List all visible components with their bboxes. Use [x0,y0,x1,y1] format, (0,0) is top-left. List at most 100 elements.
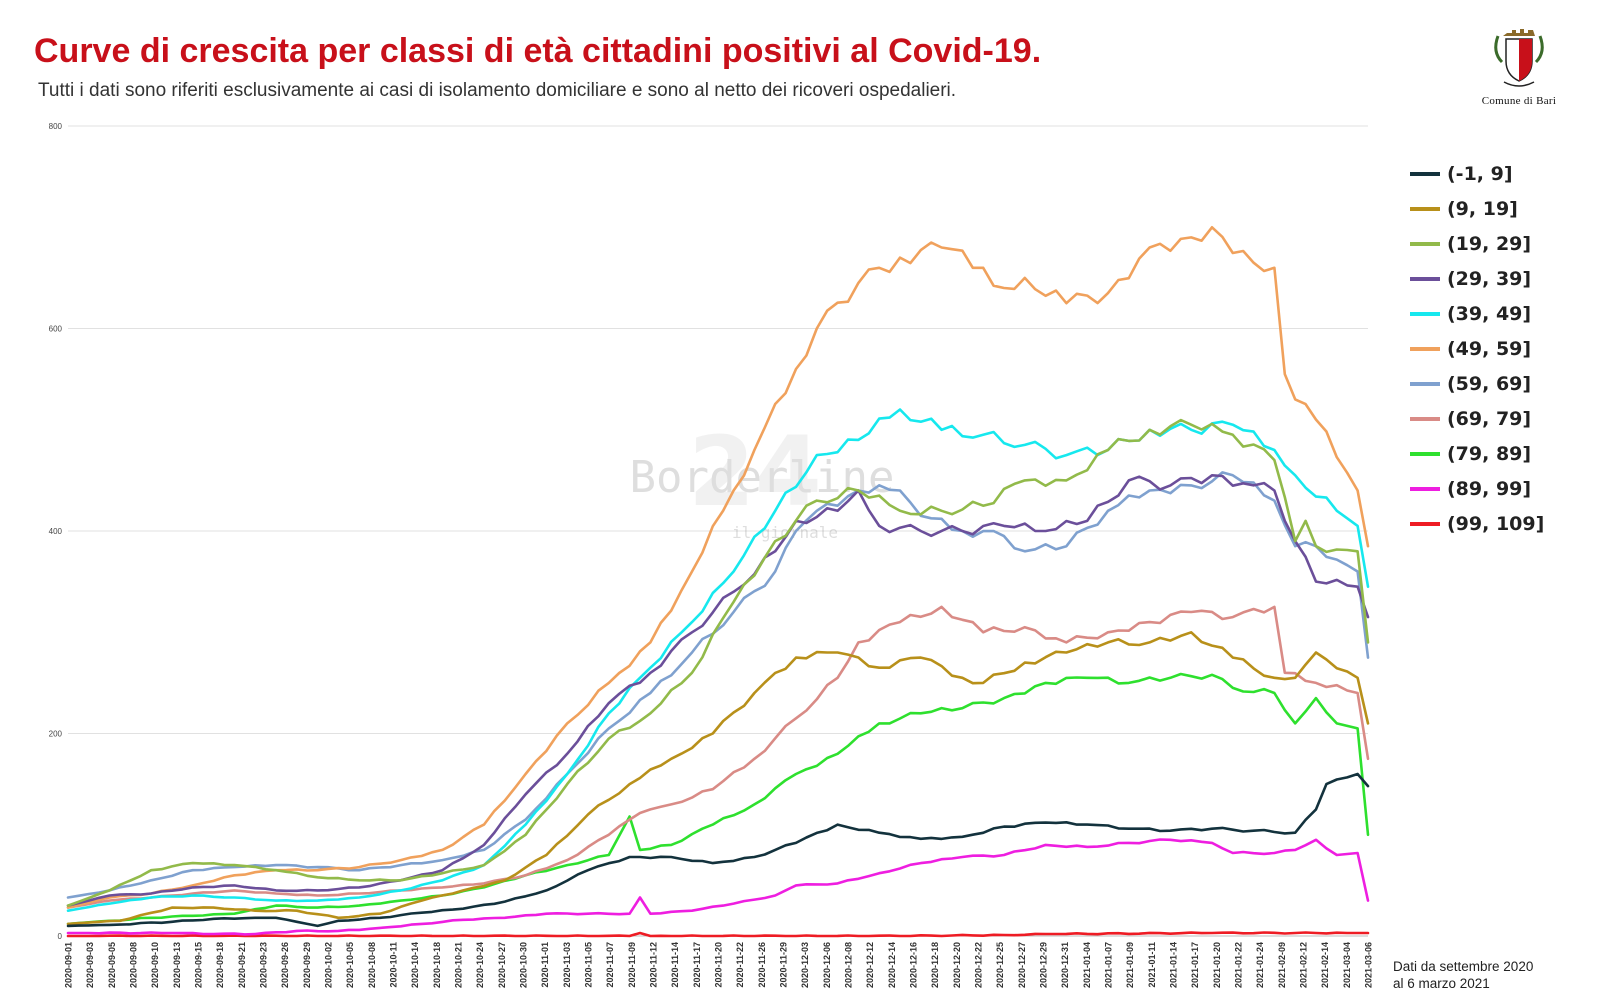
legend-item: (-1, 9] [1410,156,1544,191]
x-tick-label: 2020-09-26 [280,942,290,988]
x-tick-label: 2020-11-03 [562,942,572,988]
y-axis-labels: 0 200 400 600 800 [49,122,63,941]
series-line [66,931,1370,938]
legend-label: (99, 109] [1447,512,1545,535]
watermark-subtext: il giornale [732,523,838,542]
date-range-note: Dati da settembre 2020 al 6 marzo 2021 [1393,958,1533,992]
x-tick-label: 2020-10-14 [410,942,420,988]
x-tick-label: 2020-11-14 [670,942,680,988]
x-tick-label: 2020-10-05 [345,942,355,988]
x-tick-label: 2020-12-06 [822,942,832,988]
x-tick-label: 2020-09-15 [194,942,204,988]
series-line [66,772,1370,928]
legend-swatch [1410,486,1440,491]
x-tick-label: 2021-01-11 [1147,942,1157,988]
x-tick-label: 2020-12-03 [800,942,810,988]
x-tick-label: 2020-12-18 [930,942,940,988]
x-tick-label: 2020-12-22 [974,942,984,988]
note-line-1: Dati da settembre 2020 [1393,959,1534,974]
legend-swatch [1410,241,1440,246]
x-tick-label: 2020-12-16 [909,942,919,988]
chart-title: Curve di crescita per classi di età citt… [34,32,1042,70]
series-line [66,418,1370,907]
y-tick-label: 600 [49,325,63,334]
legend-label: (89, 99] [1447,477,1532,500]
x-tick-label: 2020-09-29 [302,942,312,988]
x-tick-label: 2020-11-26 [757,942,767,988]
chart-series [66,226,1370,938]
x-tick-label: 2020-10-24 [475,942,485,988]
x-tick-label: 2020-12-14 [887,942,897,988]
legend-label: (79, 89] [1447,442,1532,465]
legend-swatch [1410,381,1440,386]
x-tick-label: 2020-10-08 [367,942,377,988]
x-tick-label: 2021-01-14 [1169,942,1179,988]
x-tick-label: 2021-02-09 [1277,942,1287,988]
x-tick-label: 2020-10-27 [497,942,507,988]
legend-swatch [1410,346,1440,351]
x-tick-label: 2020-10-11 [389,942,399,988]
series-line [66,226,1370,909]
legend-swatch [1410,311,1440,316]
legend-label: (29, 39] [1447,267,1532,290]
x-tick-label: 2020-10-18 [432,942,442,988]
chart-subtitle: Tutti i dati sono riferiti esclusivament… [38,80,957,101]
x-tick-label: 2020-12-08 [844,942,854,988]
chart-legend: (-1, 9] (9, 19] (19, 29] (29, 39] (39, 49] (4… [1410,156,1544,541]
x-tick-label: 2020-10-21 [454,942,464,988]
legend-swatch [1410,171,1440,176]
legend-label: (39, 49] [1447,302,1532,325]
x-tick-label: 2020-09-01 [64,942,74,988]
legend-swatch [1410,276,1440,281]
x-tick-label: 2020-09-05 [107,942,117,988]
x-tick-label: 2021-01-20 [1212,942,1222,988]
legend-item: (39, 49] [1410,296,1544,331]
x-tick-label: 2021-02-14 [1320,942,1330,988]
x-tick-label: 2020-09-21 [237,942,247,988]
x-tick-label: 2020-09-18 [215,942,225,988]
x-tick-label: 2020-10-30 [519,942,529,988]
x-tick-label: 2021-01-22 [1234,942,1244,988]
x-tick-label: 2020-12-31 [1060,942,1070,988]
x-tick-label: 2021-01-07 [1104,942,1114,988]
legend-item: (9, 19] [1410,191,1544,226]
x-tick-label: 2021-03-06 [1364,942,1374,988]
legend-swatch [1410,451,1440,456]
x-tick-label: 2020-11-01 [540,942,550,988]
legend-item: (89, 99] [1410,471,1544,506]
x-tick-label: 2020-11-09 [627,942,637,988]
x-tick-label: 2020-11-12 [649,942,659,988]
legend-item: (69, 79] [1410,401,1544,436]
legend-item: (19, 29] [1410,226,1544,261]
x-tick-label: 2020-11-22 [735,942,745,988]
x-axis-labels: 2020-09-01 2020-09-03 2020-09-05 2020-09-08… [64,942,1374,988]
x-tick-label: 2020-12-29 [1039,942,1049,988]
x-tick-label: 2020-12-25 [995,942,1005,988]
x-tick-label: 2020-09-23 [259,942,269,988]
x-tick-label: 2020-11-29 [779,942,789,988]
legend-swatch [1410,521,1440,526]
legend-label: (69, 79] [1447,407,1532,430]
logo-name: Comune di Bari [1481,95,1557,107]
x-tick-label: 2020-12-12 [865,942,875,988]
x-tick-label: 2021-01-24 [1255,942,1265,988]
legend-label: (19, 29] [1447,232,1532,255]
legend-item: (29, 39] [1410,261,1544,296]
x-tick-label: 2020-12-27 [1017,942,1027,988]
logo: Comune di Bari [1460,22,1578,107]
y-tick-label: 400 [49,527,63,536]
legend-swatch [1410,416,1440,421]
y-tick-label: 800 [49,122,63,131]
x-tick-label: 2020-11-17 [692,942,702,988]
x-tick-label: 2021-02-12 [1299,942,1309,988]
x-tick-label: 2020-09-03 [85,942,95,988]
x-tick-label: 2020-11-20 [714,942,724,988]
x-tick-label: 2020-09-13 [172,942,182,988]
y-tick-label: 200 [49,730,63,739]
x-tick-label: 2020-11-05 [584,942,594,988]
y-tick-label: 0 [58,932,63,941]
x-tick-label: 2020-09-10 [150,942,160,988]
legend-swatch [1410,206,1440,211]
x-tick-label: 2021-01-04 [1082,942,1092,988]
legend-label: (-1, 9] [1447,162,1513,185]
